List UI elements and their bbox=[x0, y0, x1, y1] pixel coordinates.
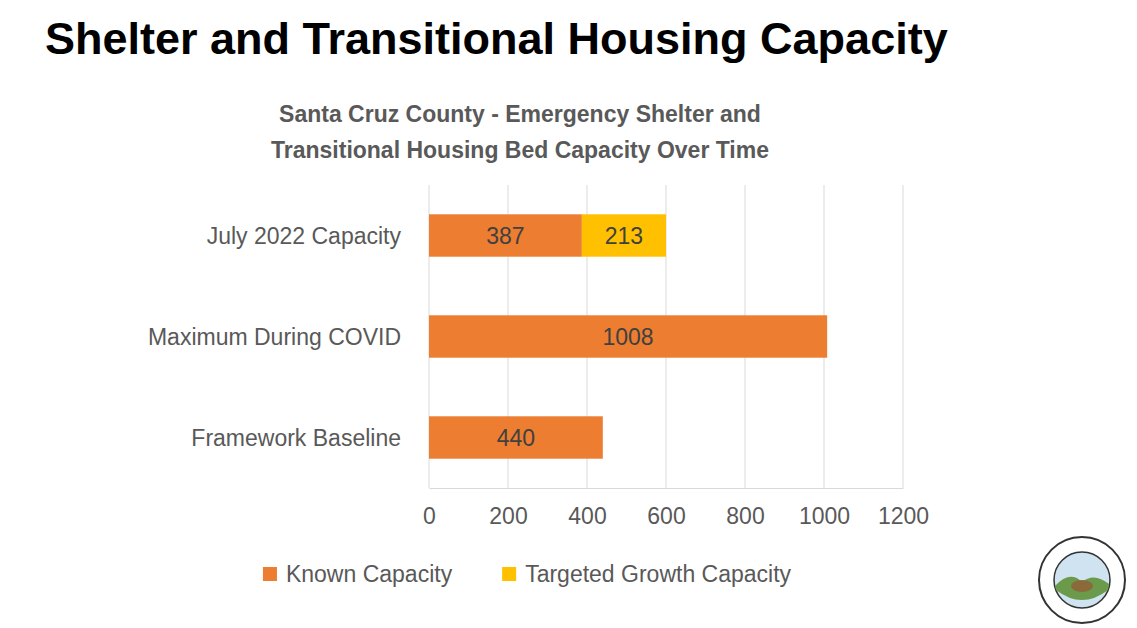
grid-line bbox=[903, 185, 904, 488]
bars bbox=[429, 214, 827, 458]
seal-inner bbox=[1054, 552, 1110, 608]
data-label: 440 bbox=[497, 425, 535, 451]
tick-label: 800 bbox=[726, 503, 764, 529]
tick: 800 bbox=[726, 488, 764, 529]
chart: Shelter and Transitional Housing Capacit… bbox=[0, 0, 1137, 628]
grid bbox=[429, 185, 903, 488]
category-label: Framework Baseline bbox=[191, 425, 401, 451]
legend-swatch bbox=[263, 567, 277, 581]
category-label: July 2022 Capacity bbox=[207, 223, 402, 249]
title: Shelter and Transitional Housing Capacit… bbox=[45, 13, 948, 64]
bar bbox=[429, 315, 827, 357]
tick: 1000 bbox=[799, 488, 850, 529]
legend: Known Capacity Targeted Growth Capacity bbox=[263, 561, 792, 587]
seal bbox=[1039, 537, 1125, 623]
tick: 200 bbox=[489, 488, 527, 529]
subtitle: Santa Cruz County - Emergency Shelter an… bbox=[271, 101, 769, 163]
tick: 400 bbox=[568, 488, 606, 529]
legend-label: Known Capacity bbox=[286, 561, 453, 587]
tick-label: 0 bbox=[423, 503, 436, 529]
legend-item: Targeted Growth Capacity bbox=[502, 561, 791, 587]
tick: 600 bbox=[647, 488, 685, 529]
bar bbox=[429, 416, 603, 458]
tick-label: 1000 bbox=[799, 503, 850, 529]
bar bbox=[582, 214, 666, 256]
tick-label: 400 bbox=[568, 503, 606, 529]
tick: 0 bbox=[423, 488, 436, 529]
data-label: 1008 bbox=[602, 324, 653, 350]
tick-label: 600 bbox=[647, 503, 685, 529]
data-labels: 387 1008 440 213 bbox=[486, 223, 653, 451]
seal-bear bbox=[1071, 580, 1093, 592]
data-label: 387 bbox=[486, 223, 524, 249]
seal-outer bbox=[1039, 537, 1125, 623]
data-label: 213 bbox=[605, 223, 643, 249]
tick-label: 200 bbox=[489, 503, 527, 529]
legend-label: Targeted Growth Capacity bbox=[525, 561, 791, 587]
seal-hills bbox=[1055, 577, 1109, 600]
x-axis: 0 200 400 600 800 1000 1200 bbox=[423, 488, 929, 529]
axis-line bbox=[430, 488, 904, 489]
category-label: Maximum During COVID bbox=[148, 324, 401, 350]
legend-item: Known Capacity bbox=[263, 561, 453, 587]
tick: 1200 bbox=[878, 488, 929, 529]
bar bbox=[429, 214, 582, 256]
y-axis: July 2022 Capacity Maximum During COVID Fr… bbox=[148, 223, 402, 451]
tick-label: 1200 bbox=[878, 503, 929, 529]
legend-swatch bbox=[502, 567, 516, 581]
